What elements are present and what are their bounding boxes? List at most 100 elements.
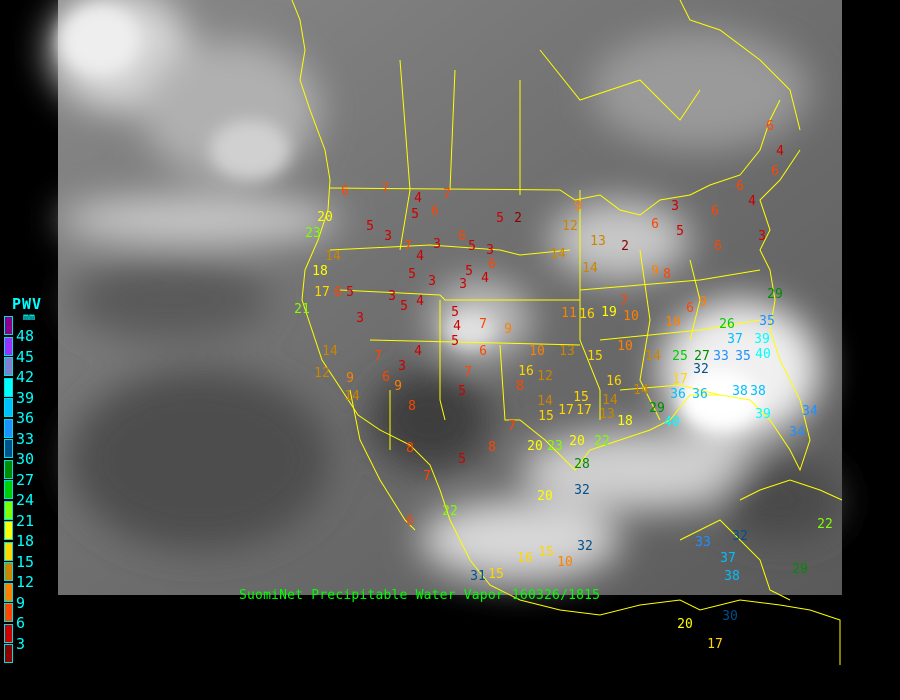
station-pwv-value: 15 (538, 409, 554, 424)
station-pwv-value: 31 (470, 569, 486, 584)
station-pwv-value: 5 (458, 452, 466, 467)
station-pwv-value: 5 (346, 285, 354, 300)
station-pwv-value: 6 (736, 179, 744, 194)
station-pwv-value: 3 (384, 229, 392, 244)
station-pwv-value: 34 (802, 404, 818, 419)
station-pwv-value: 7 (443, 187, 451, 202)
station-pwv-value: 39 (754, 332, 770, 347)
station-pwv-value: 10 (623, 309, 639, 324)
station-pwv-value: 4 (414, 191, 422, 206)
station-pwv-value: 22 (442, 504, 458, 519)
legend-unit: mm (23, 312, 36, 323)
station-pwv-value: 38 (750, 384, 766, 399)
station-pwv-value: 15 (488, 567, 504, 582)
legend-swatch (4, 582, 13, 602)
station-pwv-value: 18 (312, 264, 328, 279)
station-pwv-value: 2 (514, 211, 522, 226)
satellite-image (50, 0, 842, 595)
legend-swatch (4, 316, 13, 335)
station-pwv-value: 14 (550, 247, 566, 262)
station-pwv-value: 3 (758, 229, 766, 244)
legend-tick: 27 (16, 470, 35, 489)
legend-tick: 3 (16, 634, 26, 653)
station-pwv-value: 33 (695, 535, 711, 550)
station-pwv-value: 9 (346, 371, 354, 386)
station-pwv-value: 15 (573, 390, 589, 405)
station-pwv-value: 17 (576, 403, 592, 418)
legend-tick: 42 (16, 368, 35, 386)
station-pwv-value: 3 (671, 199, 679, 214)
station-pwv-value: 14 (582, 261, 598, 276)
station-pwv-value: 14 (322, 344, 338, 359)
station-pwv-value: 27 (694, 349, 710, 364)
legend-swatch (4, 480, 13, 499)
station-pwv-value: 37 (727, 332, 743, 347)
legend-tick: 15 (16, 552, 35, 571)
legend-swatch (4, 500, 13, 520)
station-pwv-value: 2 (621, 239, 629, 254)
station-pwv-value: 9 (504, 322, 512, 337)
legend-tick: 21 (16, 511, 35, 530)
station-pwv-value: 3 (356, 311, 364, 326)
station-pwv-value: 6 (431, 204, 439, 219)
station-pwv-value: 20 (677, 617, 693, 632)
station-pwv-value: 10 (529, 344, 545, 359)
station-pwv-value: 17 (707, 637, 723, 652)
station-pwv-value: 6 (382, 370, 390, 385)
station-pwv-value: 6 (341, 184, 349, 199)
station-pwv-value: 6 (766, 119, 774, 134)
station-pwv-value: 37 (720, 551, 736, 566)
station-pwv-value: 16 (579, 307, 595, 322)
station-pwv-value: 16 (517, 551, 533, 566)
legend-tick: 36 (16, 409, 35, 427)
legend-tick: 48 (16, 327, 35, 345)
station-pwv-value: 10 (665, 315, 681, 330)
station-pwv-value: 14 (537, 394, 553, 409)
station-pwv-value: 19 (601, 305, 617, 320)
station-pwv-value: 22 (594, 434, 610, 449)
station-pwv-value: 4 (414, 344, 422, 359)
station-pwv-value: 6 (711, 204, 719, 219)
station-pwv-value: 8 (516, 379, 524, 394)
legend-tick: 18 (16, 532, 35, 550)
station-pwv-value: 23 (547, 439, 563, 454)
station-pwv-value: 11 (561, 306, 577, 321)
station-pwv-value: 39 (755, 407, 771, 422)
station-pwv-value: 5 (400, 299, 408, 314)
station-pwv-value: 15 (538, 545, 554, 560)
station-pwv-value: 3 (388, 289, 396, 304)
station-pwv-value: 5 (408, 267, 416, 282)
station-pwv-value: 35 (759, 314, 775, 329)
legend-tick: 12 (16, 573, 35, 591)
political-boundaries (291, 0, 843, 665)
station-pwv-value: 32 (732, 529, 748, 544)
station-pwv-value: 33 (713, 349, 729, 364)
station-pwv-value: 9 (651, 264, 659, 279)
legend-swatch (4, 357, 13, 376)
station-pwv-value: 38 (732, 384, 748, 399)
station-pwv-value: 7 (423, 469, 431, 484)
legend-swatch (4, 644, 13, 663)
station-pwv-value: 26 (719, 317, 735, 332)
station-pwv-value: 32 (693, 362, 709, 377)
station-pwv-value: 5 (366, 219, 374, 234)
station-pwv-value: 13 (559, 344, 575, 359)
station-pwv-value: 6 (458, 229, 466, 244)
legend-title: PWV (12, 295, 43, 313)
map-caption: SuomiNet Precipitable Water Vapor 160326… (239, 588, 601, 603)
station-pwv-value: 6 (771, 164, 779, 179)
station-pwv-value: 7 (374, 349, 382, 364)
station-pwv-value: 7 (479, 317, 487, 332)
station-pwv-value: 4 (416, 294, 424, 309)
station-pwv-value: 14 (602, 393, 618, 408)
station-pwv-value: 10 (557, 555, 573, 570)
legend-swatch (4, 418, 13, 438)
station-pwv-value: 8 (408, 399, 416, 414)
station-pwv-value: 17 (672, 372, 688, 387)
station-pwv-value: 4 (453, 319, 461, 334)
station-pwv-value: 29 (649, 401, 665, 416)
station-pwv-value: 5 (451, 334, 459, 349)
station-pwv-value: 12 (314, 366, 330, 381)
